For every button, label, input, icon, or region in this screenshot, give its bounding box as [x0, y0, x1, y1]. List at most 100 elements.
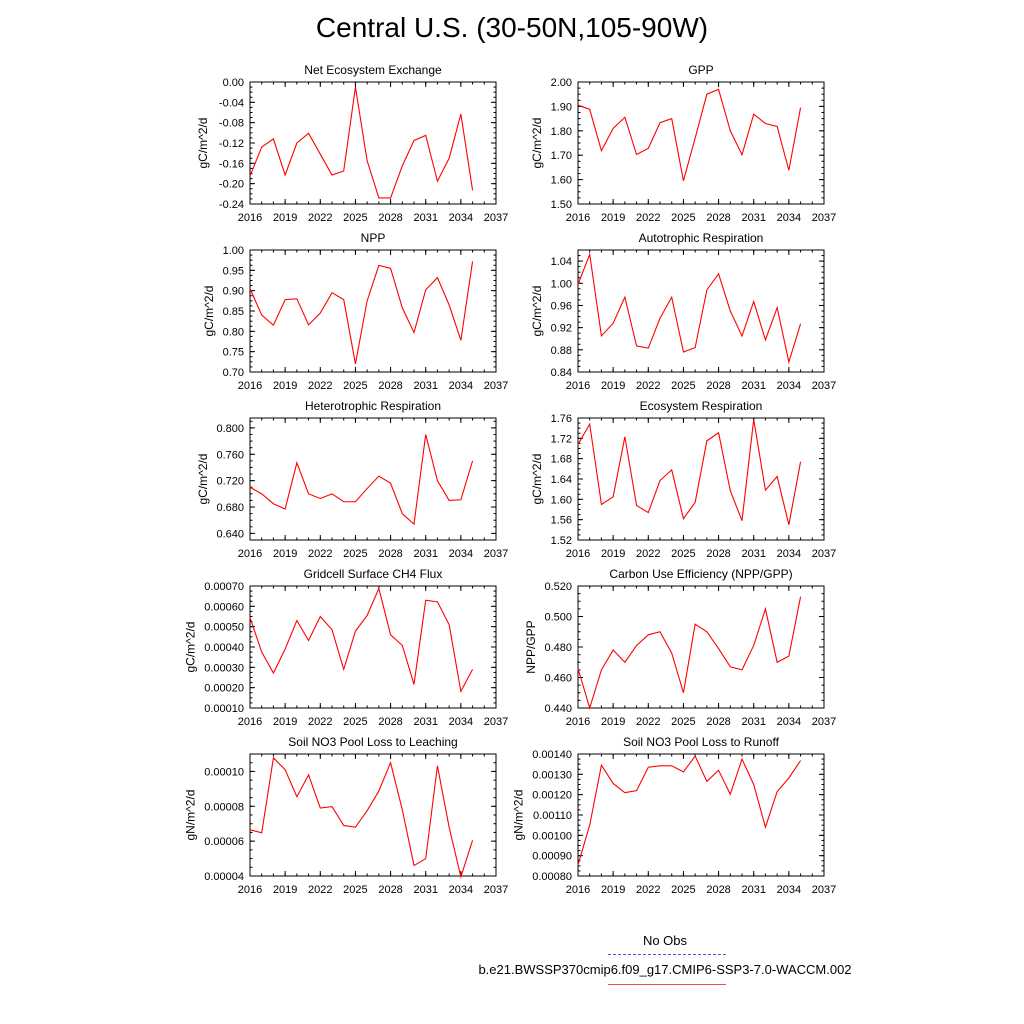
y-tick-label: 0.00090: [532, 851, 572, 863]
data-point: [273, 138, 274, 139]
series-line: [577, 252, 802, 365]
data-point: [390, 762, 391, 763]
x-tick-label: 2016: [238, 380, 262, 392]
panel-2: GPP 2016 2019 2022 2025 2028 2031 2034 2037 1.50 1…: [530, 63, 836, 224]
data-point: [308, 640, 309, 641]
data-point: [730, 310, 731, 311]
y-tick-label: -0.08: [219, 118, 244, 130]
data-point: [367, 300, 368, 301]
y-tick-label: 1.90: [551, 101, 572, 113]
data-point: [367, 810, 368, 811]
data-point: [730, 490, 731, 491]
data-point: [683, 180, 684, 181]
data-point: [624, 792, 625, 793]
data-point: [589, 109, 590, 110]
data-point: [648, 767, 649, 768]
data-point: [777, 307, 778, 308]
x-tick-label: 2025: [343, 548, 367, 560]
y-tick-label: 0.720: [216, 476, 244, 488]
x-tick-label: 2019: [601, 884, 625, 896]
data-point: [659, 765, 660, 766]
x-tick-label: 2034: [449, 716, 473, 728]
data-point: [636, 345, 637, 346]
x-tick-label: 2022: [308, 548, 332, 560]
data-point: [777, 791, 778, 792]
series-line: [249, 586, 474, 693]
x-tick-label: 2031: [741, 212, 765, 224]
data-point: [425, 858, 426, 859]
data-point: [273, 503, 274, 504]
y-tick-label: 0.500: [544, 612, 572, 624]
data-point: [648, 148, 649, 149]
data-point: [589, 254, 590, 255]
x-tick-label: 2034: [449, 380, 473, 392]
x-tick-label: 2022: [308, 212, 332, 224]
data-point: [402, 645, 403, 646]
data-point: [671, 653, 672, 654]
data-point: [718, 770, 719, 771]
data-point: [577, 864, 578, 865]
y-tick-label: 0.00: [223, 77, 244, 89]
data-point: [741, 154, 742, 155]
data-point: [413, 524, 414, 525]
data-point: [261, 146, 262, 147]
plot-frame: [577, 81, 825, 205]
data-point: [343, 825, 344, 826]
x-tick-label: 2028: [378, 884, 402, 896]
data-point: [577, 444, 578, 445]
plot-frame: [577, 753, 825, 877]
data-point: [472, 190, 473, 191]
x-tick-label: 2028: [706, 212, 730, 224]
data-point: [671, 469, 672, 470]
x-tick-label: 2034: [449, 884, 473, 896]
data-point: [683, 771, 684, 772]
data-point: [367, 615, 368, 616]
data-point: [601, 150, 602, 151]
data-point: [753, 645, 754, 646]
x-tick-label: 2028: [378, 380, 402, 392]
y-tick-label: 0.00100: [532, 830, 572, 842]
data-point: [331, 292, 332, 293]
data-point: [355, 827, 356, 828]
data-point: [460, 113, 461, 114]
plot-frame: [249, 585, 497, 709]
x-tick-label: 2022: [636, 716, 660, 728]
y-tick-label: 0.800: [216, 423, 244, 435]
x-tick-label: 2037: [812, 548, 836, 560]
y-tick-label: -0.20: [219, 179, 244, 191]
y-tick-label: 0.640: [216, 528, 244, 540]
data-point: [402, 809, 403, 810]
data-point: [343, 501, 344, 502]
data-point: [659, 318, 660, 319]
y-axis-label: gC/m^2/d: [184, 622, 198, 673]
y-tick-label: 0.00008: [204, 801, 244, 813]
data-point: [285, 174, 286, 175]
data-point: [683, 351, 684, 352]
panel-9: Soil NO3 Pool Loss to Leaching 2016 2019 20…: [184, 735, 509, 896]
data-point: [765, 608, 766, 609]
y-tick-label: 1.50: [551, 199, 572, 211]
panel-8: Carbon Use Efficiency (NPP/GPP) 2016 2019 2…: [524, 567, 836, 728]
x-tick-label: 2031: [741, 548, 765, 560]
y-axis-label: gC/m^2/d: [530, 118, 544, 169]
data-point: [261, 493, 262, 494]
data-point: [472, 261, 473, 262]
x-tick-label: 2037: [484, 380, 508, 392]
data-point: [460, 876, 461, 877]
x-tick-label: 2031: [741, 716, 765, 728]
series-line: [577, 419, 802, 525]
data-point: [636, 645, 637, 646]
data-point: [449, 827, 450, 828]
y-tick-label: 0.00070: [204, 581, 244, 593]
y-tick-label: 0.00140: [532, 749, 572, 761]
data-point: [624, 436, 625, 437]
x-tick-label: 2016: [566, 716, 590, 728]
y-tick-label: 2.00: [551, 77, 572, 89]
data-point: [320, 312, 321, 313]
y-tick-label: 0.520: [544, 581, 572, 593]
y-tick-label: 0.00006: [204, 836, 244, 848]
y-tick-label: 0.88: [551, 345, 572, 357]
data-point: [765, 123, 766, 124]
data-point: [671, 297, 672, 298]
